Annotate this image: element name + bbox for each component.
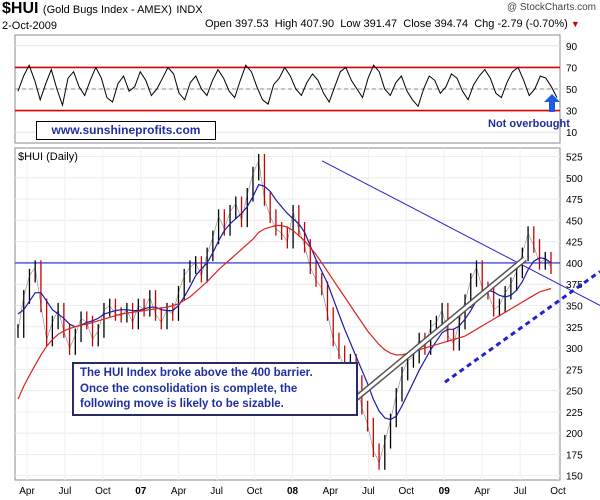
indicator-line [17,63,558,108]
exchange-label: INDX [176,4,203,16]
price-tick-label: 275 [566,365,583,376]
price-tick-label: 350 [566,301,583,312]
price-tick-label: 425 [566,238,583,249]
price-tick-label: 400 [566,259,583,270]
price-x-tick-label: Jul [210,486,223,497]
up-arrow-icon [544,94,560,112]
open-value: 397.53 [234,18,269,30]
price-x-tick-label: Jul [514,486,527,497]
price-tick-label: 525 [566,153,583,164]
price-x-tick-label: Oct [399,486,415,497]
price-x-tick-label: Oct [247,486,263,497]
ohlc-readout: Open 397.53 High 407.90 Low 391.47 Close… [205,18,580,30]
price-tick-label: 150 [566,472,583,483]
close-value: 394.74 [434,18,469,30]
close-label: Close [403,18,432,30]
credit-label: @ StockCharts.com [506,2,596,13]
not-overbought-label: Not overbought [488,118,570,130]
website-box: www.sunshineprofits.com [36,121,216,140]
index-name-label: (Gold Bugs Index - AMEX) [42,4,172,16]
indicator-y-ticks: 90 70 50 30 10 [566,42,578,139]
long-moving-average-line [17,224,552,400]
price-x-tick-label: 08 [287,486,299,497]
header-title: $HUI (Gold Bugs Index - AMEX) INDX [2,0,203,18]
indicator-tick-label: 90 [566,42,578,53]
price-x-tick-label: Jul [59,486,72,497]
annotation-box: The HUI Index broke above the 400 barrie… [72,362,358,416]
low-label: Low [340,18,361,30]
price-x-tick-label: Oct [95,486,111,497]
indicator-tick-label: 10 [566,128,578,139]
short-moving-average-line [17,183,552,421]
support-trendline [444,270,600,384]
price-x-tick-label: Apr [19,486,35,497]
date-label: 2-Oct-2009 [2,20,58,32]
price-x-tick-label: Apr [171,486,187,497]
open-label: Open [205,18,232,30]
indicator-series [17,63,558,108]
price-tick-label: 475 [566,195,583,206]
price-x-tick-label: 07 [135,486,147,497]
annotation-line-1: The HUI Index broke above the 400 barrie… [80,367,313,379]
website-label: www.sunshineprofits.com [51,123,201,137]
price-panel-title: $HUI (Daily) [18,151,78,163]
price-panel-frame [14,147,561,481]
high-value: 407.90 [300,18,335,30]
trend-lines [321,160,600,406]
annotation-line-2: Once the consolidation is complete, the [80,382,298,395]
chg-label: Chg [474,18,495,30]
price-tick-label: 450 [566,216,583,227]
chg-down-arrow-icon: ▼ [570,19,580,29]
low-value: 391.47 [363,18,398,30]
price-tick-label: 175 [566,450,583,461]
price-y-ticks: 525 500 475 450 425 400 375 350 325 300 275 250 225 2… [566,153,583,483]
price-tick-label: 325 [566,323,583,334]
annotation-line-3: following move is likely to be sizable. [80,398,284,410]
pointer-arrow-inner [349,257,526,405]
indicator-tick-label: 50 [566,85,578,96]
chg-value: -2.79 (-0.70%) [497,18,568,30]
price-x-tick-label: Apr [474,486,490,497]
price-tick-label: 375 [566,280,583,291]
price-tick-label: 200 [566,429,583,440]
indicator-tick-label: 30 [566,107,578,118]
price-x-tick-label: 09 [439,486,451,497]
price-tick-label: 225 [566,408,583,419]
price-x-tick-label: Apr [323,486,339,497]
symbol-label: $HUI [2,0,39,17]
price-x-ticks: Apr Jul Oct 07 Apr Jul Oct 08 Apr Jul Oct 09 Apr Jul O… [19,486,566,497]
resistance-trendline [321,160,600,306]
price-tick-label: 500 [566,174,583,185]
indicator-tick-label: 70 [566,63,578,74]
price-tick-label: 250 [566,387,583,398]
price-x-tick-label: Jul [362,486,375,497]
price-tick-label: 300 [566,344,583,355]
high-label: High [274,18,298,30]
price-x-tick-label: Oct [550,486,566,497]
